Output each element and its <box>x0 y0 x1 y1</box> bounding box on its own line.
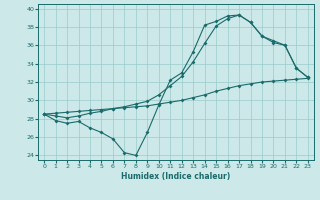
X-axis label: Humidex (Indice chaleur): Humidex (Indice chaleur) <box>121 172 231 181</box>
